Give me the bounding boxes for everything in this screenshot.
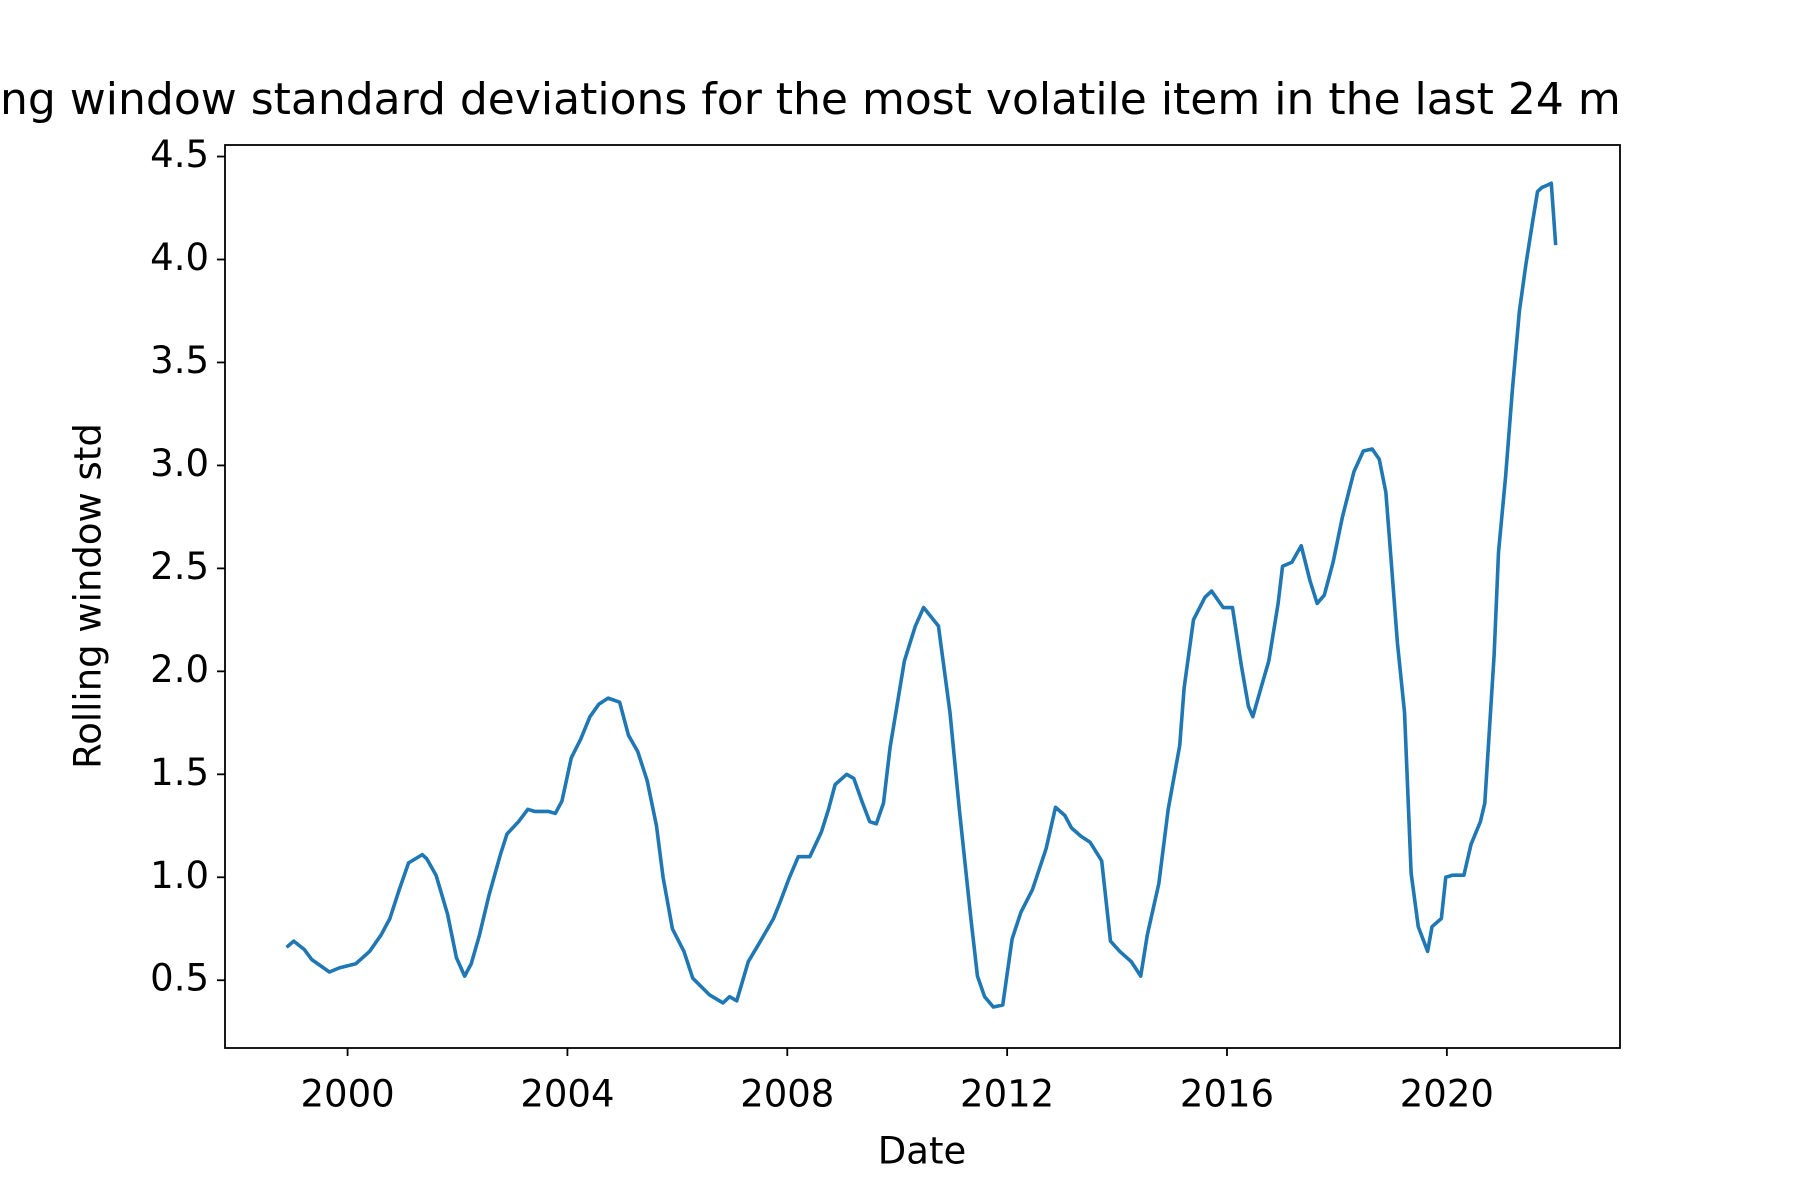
y-tick-label: 1.0 xyxy=(150,854,209,897)
chart-title: ng window standard deviations for the mo… xyxy=(0,74,1621,125)
x-tick-label: 2000 xyxy=(300,1073,394,1116)
x-tick-label: 2008 xyxy=(740,1073,834,1116)
x-tick-label: 2016 xyxy=(1180,1073,1274,1116)
y-tick-label: 1.5 xyxy=(150,751,209,794)
x-tick-label: 2020 xyxy=(1400,1073,1494,1116)
x-tick-label: 2012 xyxy=(960,1073,1054,1116)
y-tick-label: 0.5 xyxy=(150,957,209,1000)
x-axis-label: Date xyxy=(878,1130,966,1173)
y-tick-label: 2.5 xyxy=(150,545,209,588)
y-tick-label: 3.5 xyxy=(150,339,209,382)
plot-frame xyxy=(224,144,1621,1049)
x-tick-label: 2004 xyxy=(520,1073,614,1116)
line-series xyxy=(285,181,1558,1009)
y-tick-label: 3.0 xyxy=(150,442,209,485)
y-tick-label: 2.0 xyxy=(150,648,209,691)
y-axis-label: Rolling window std xyxy=(67,423,110,769)
y-tick-label: 4.5 xyxy=(150,133,209,176)
y-tick-label: 4.0 xyxy=(150,236,209,279)
